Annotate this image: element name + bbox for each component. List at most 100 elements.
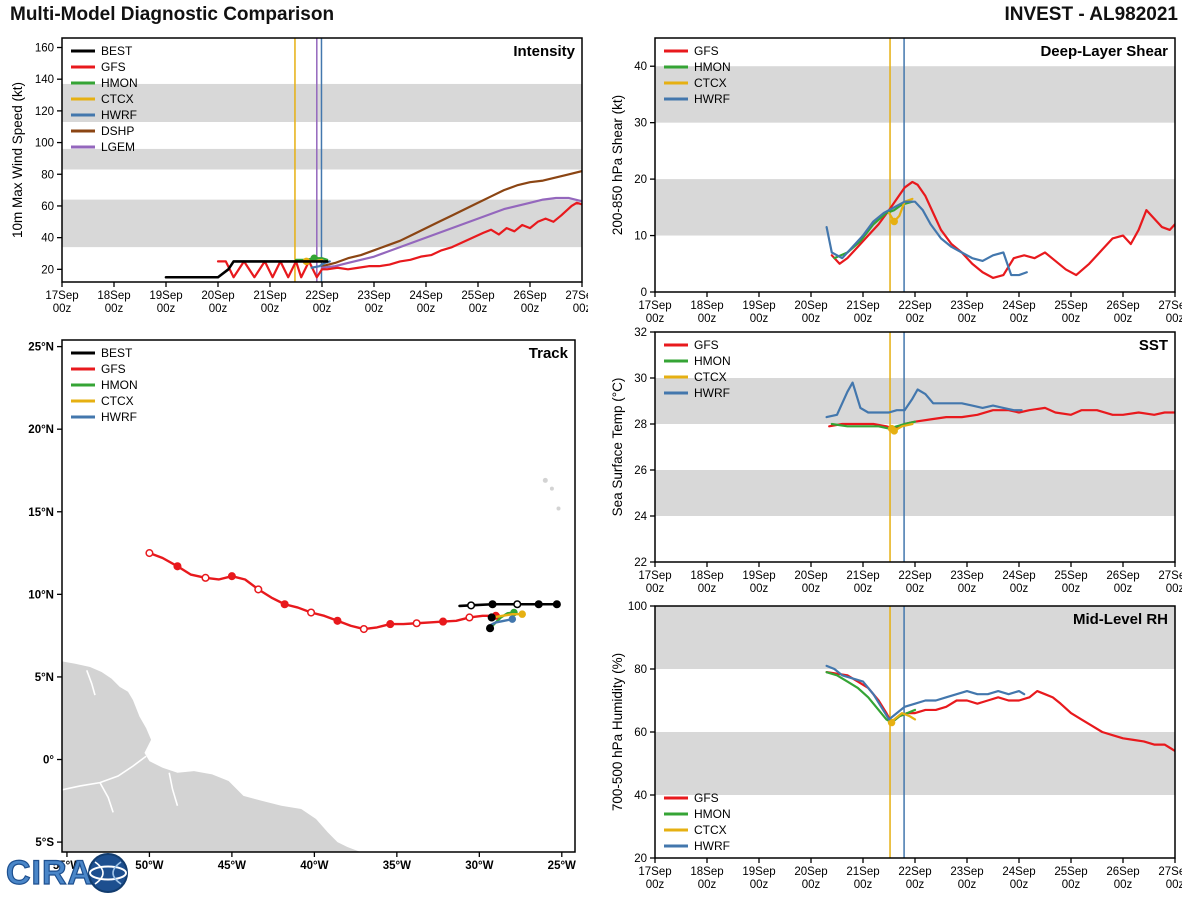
x-tick-label: 17Sep <box>638 570 671 582</box>
x-tick-label: 20Sep <box>794 866 827 878</box>
track-marker <box>887 718 896 727</box>
x-tick-label: 00z <box>313 303 332 315</box>
legend-label: CTCX <box>694 76 727 90</box>
x-tick-label: 00z <box>1166 313 1182 325</box>
panel-title: Mid-Level RH <box>1073 611 1168 628</box>
track-marker <box>508 615 517 623</box>
track-marker <box>890 217 898 226</box>
y-tick-label: 5°N <box>35 672 54 684</box>
series-hwrf <box>825 200 1028 277</box>
x-tick-label: 00z <box>365 303 384 315</box>
x-tick-label: 00z <box>1166 879 1182 891</box>
legend-label: HMON <box>694 60 731 74</box>
legend-label: HWRF <box>694 386 730 400</box>
x-tick-label: 00z <box>906 583 925 595</box>
x-tick-label: 22Sep <box>305 290 338 302</box>
legend-label: BEST <box>101 44 133 58</box>
river <box>99 782 114 813</box>
x-tick-label: 00z <box>802 879 821 891</box>
landmass <box>62 661 361 852</box>
y-tick-label: 15°N <box>28 507 54 519</box>
x-tick-label: 19Sep <box>742 570 775 582</box>
x-tick-label: 00z <box>646 583 665 595</box>
y-tick-label: 20°N <box>28 424 54 436</box>
x-tick-label: 00z <box>1114 313 1133 325</box>
track-marker <box>359 624 368 634</box>
panel-title: Track <box>529 345 569 362</box>
track-marker <box>307 608 316 617</box>
y-tick-label: 20 <box>634 853 647 865</box>
legend-label: CTCX <box>101 394 134 408</box>
track-panel: 55°W 50°W 45°W 40°W 35°W 30°W 25°W 25°N 20°N 15°N… <box>8 330 582 882</box>
shear-chart: 17Sep00z18Sep00z19Sep00z20Sep00z21Sep00z… <box>610 37 1182 325</box>
x-tick-label: 00z <box>802 313 821 325</box>
y-tick-label: 0° <box>43 755 54 767</box>
intensity-panel: 17Sep 00z 18Sep 00z 19Sep 00z 20Sep 00z 21Sep 00z… <box>8 28 588 320</box>
cira-wordmark: CIRA <box>5 854 94 892</box>
series-hwrf <box>825 664 1026 721</box>
legend-label: BEST <box>101 346 133 360</box>
x-tick-label: 24Sep <box>1002 570 1035 582</box>
y-tick-label: 30 <box>634 373 647 385</box>
x-tick-label: 00z <box>261 303 280 315</box>
x-tick-label: 17Sep <box>638 866 671 878</box>
shade-band <box>655 66 1175 123</box>
x-tick-label: 00z <box>958 583 977 595</box>
shade-band <box>655 732 1175 795</box>
y-tick-label: 160 <box>35 43 54 55</box>
y-tick-label: 5°S <box>35 837 54 849</box>
legend-label: DSHP <box>101 124 134 138</box>
rh-chart: 17Sep00z18Sep00z19Sep00z20Sep00z21Sep00z… <box>610 601 1182 891</box>
x-tick-label: 20Sep <box>794 570 827 582</box>
track-marker <box>518 610 526 618</box>
panel-title: Intensity <box>513 43 575 60</box>
x-tick-label: 00z <box>105 303 124 315</box>
x-tick-label: 26Sep <box>1106 300 1139 312</box>
x-tick-label: 25Sep <box>1054 300 1087 312</box>
island <box>542 477 548 483</box>
shade-band <box>655 179 1175 236</box>
x-tick-label: 22Sep <box>898 866 931 878</box>
track-marker <box>552 600 561 609</box>
x-tick-label: 17Sep <box>638 300 671 312</box>
track-marker <box>438 617 448 626</box>
x-tick-label: 00z <box>157 303 176 315</box>
legend-label: GFS <box>101 362 126 376</box>
series-hmon <box>825 671 917 724</box>
series-gfs <box>216 201 582 279</box>
panel-title: SST <box>1139 337 1168 354</box>
axes-frame <box>654 331 1176 563</box>
legend-label: HMON <box>694 354 731 368</box>
island <box>556 506 561 511</box>
x-tick-label: 50°W <box>135 860 163 872</box>
intensity-chart: 17Sep00z18Sep00z19Sep00z20Sep00z21Sep00z… <box>10 37 588 315</box>
legend-label: CTCX <box>694 823 727 837</box>
x-tick-label: 19Sep <box>149 290 182 302</box>
y-tick-label: 24 <box>634 511 647 523</box>
globe-icon <box>88 853 129 893</box>
legend-label: HMON <box>694 807 731 821</box>
legend-label: HWRF <box>101 108 137 122</box>
river <box>168 772 179 806</box>
series-hwrf <box>488 617 514 627</box>
legend-label: HMON <box>101 378 138 392</box>
series-hmon <box>830 420 917 430</box>
x-tick-label: 21Sep <box>846 570 879 582</box>
x-tick-label: 00z <box>1062 583 1081 595</box>
x-tick-label: 00z <box>906 879 925 891</box>
river <box>85 670 96 696</box>
y-tick-label: 10°N <box>28 589 54 601</box>
track-marker <box>173 562 182 571</box>
x-tick-label: 00z <box>854 313 873 325</box>
rh-panel: 17Sep 00z 18Sep 00z 19Sep 00z 20Sep 00z 21Sep 00z… <box>608 596 1182 896</box>
x-tick-label: 18Sep <box>97 290 130 302</box>
x-tick-label: 24Sep <box>1002 866 1035 878</box>
x-tick-label: 00z <box>1010 313 1029 325</box>
legend-label: GFS <box>694 44 719 58</box>
x-tick-label: 24Sep <box>409 290 442 302</box>
x-tick-label: 27Sep <box>565 290 588 302</box>
y-tick-label: 25°N <box>28 342 54 354</box>
y-tick-label: 40 <box>634 790 647 802</box>
series-ctcx <box>491 612 524 619</box>
x-tick-label: 00z <box>958 879 977 891</box>
